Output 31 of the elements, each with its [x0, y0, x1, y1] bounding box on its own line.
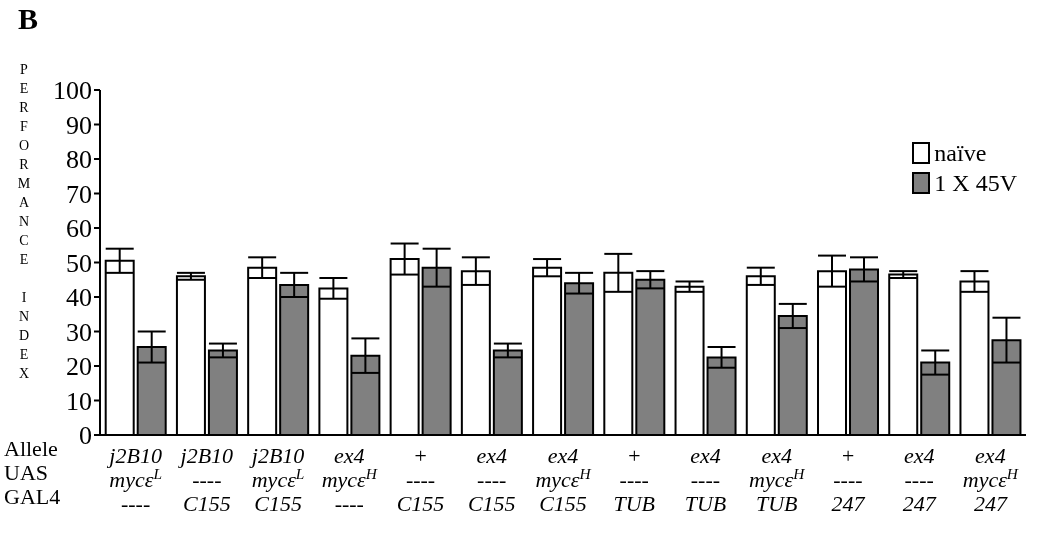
- y-tick-label: 80: [66, 145, 92, 175]
- y-tick-label: 90: [66, 110, 92, 140]
- y-tick-label: 50: [66, 248, 92, 278]
- x-tick-label: ex4 ---- C155: [467, 443, 516, 516]
- x-tick-label: j2B10 mycε$^{L}$ C155: [248, 443, 305, 516]
- x-tick-label: ex4 mycε$^{H}$ 247: [962, 443, 1019, 516]
- x-tick-label: + ---- TUB: [613, 443, 656, 516]
- text: Allele: [4, 436, 58, 462]
- y-tick-label: 30: [66, 317, 92, 347]
- x-tick-label: ex4 ---- TUB: [684, 443, 727, 516]
- text: PERFORMANCE INDEX: [17, 62, 31, 381]
- x-tick-label: ex4 mycε$^{H}$ TUB: [749, 443, 806, 516]
- y-tick-label: 10: [66, 386, 92, 416]
- x-tick-label: j2B10 mycε$^{L}$ ----: [106, 443, 162, 516]
- x-tick-label: + ---- 247: [831, 443, 866, 516]
- legend-label: 1 X 45V: [934, 169, 1017, 198]
- y-tick-label: 20: [66, 352, 92, 382]
- x-tick-label: + ---- C155: [396, 443, 445, 516]
- x-tick-label: ex4 mycε$^{H}$ ----: [321, 443, 378, 516]
- y-tick-label: 0: [79, 421, 92, 451]
- y-tick-label: 40: [66, 283, 92, 313]
- legend-label: naïve: [934, 139, 987, 168]
- y-tick-label: 100: [53, 76, 92, 106]
- text: UAS: [4, 460, 49, 486]
- x-tick-label: ex4 mycε$^{H}$ C155: [535, 443, 592, 516]
- chart-title: B: [18, 2, 39, 36]
- y-tick-label: 60: [66, 214, 92, 244]
- text: GAL4: [4, 484, 61, 510]
- x-tick-label: ex4 ---- 247: [902, 443, 937, 516]
- y-tick-label: 70: [66, 179, 92, 209]
- x-tick-label: j2B10 ---- C155: [177, 443, 234, 516]
